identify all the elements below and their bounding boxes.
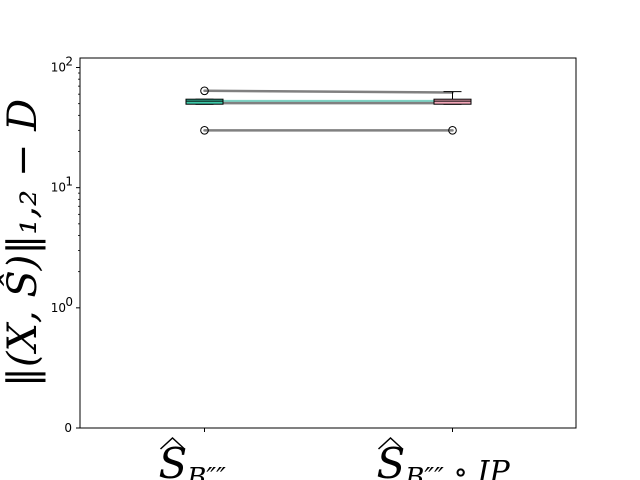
y-tick-exponent: 0: [65, 295, 73, 309]
x-axis: SB″″ SB″″ ∘ IP: [159, 428, 511, 480]
box-group: [433, 91, 472, 135]
box-body: [185, 98, 224, 105]
outlier-point: [448, 126, 457, 135]
y-tick-label: 10: [51, 61, 66, 75]
outlier-point: [200, 126, 209, 135]
x-label-hat: [159, 436, 186, 450]
x-tick-label: SB″″ ∘ IP: [377, 439, 511, 480]
y-tick-label: 10: [51, 181, 66, 195]
y-tick-label: 10: [51, 301, 66, 315]
y-axis-label: ‖(X, Ŝ)‖₁,₂ − D: [0, 99, 46, 387]
outlier-point: [200, 86, 209, 96]
x-tick-label: SB″″: [159, 439, 227, 480]
y-tick-label: 0: [64, 421, 72, 435]
box-group: [185, 86, 224, 135]
y-tick-exponent: 1: [65, 175, 73, 189]
x-label-hat: [377, 436, 404, 450]
x-label-subscript: B″″: [404, 463, 444, 480]
x-label-main: S: [377, 439, 406, 480]
x-label-suffix: ∘ IP: [444, 455, 511, 480]
y-tick-exponent: 2: [65, 55, 73, 69]
boxes: [185, 86, 472, 135]
box-body: [433, 98, 472, 105]
x-label-main: S: [159, 439, 188, 480]
pair-line: [203, 89, 454, 94]
plot-area: [79, 57, 577, 429]
x-label-subscript: B″″: [186, 463, 226, 480]
pair-lines: [203, 89, 454, 132]
